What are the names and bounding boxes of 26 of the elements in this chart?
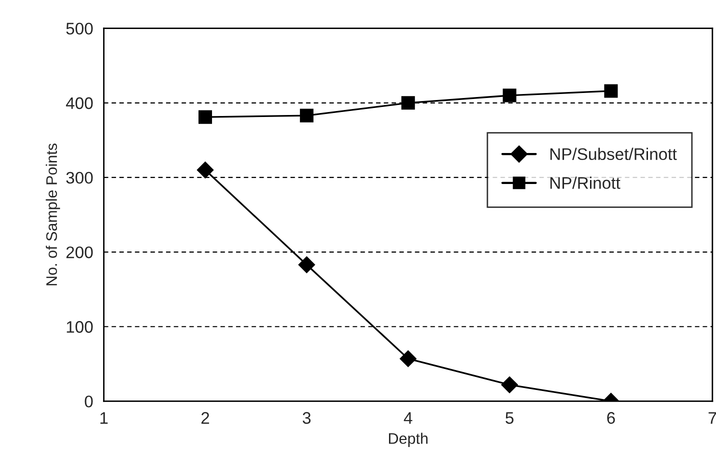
y-tick-label: 100 xyxy=(66,321,93,333)
x-tick-label: 5 xyxy=(506,412,514,424)
point xyxy=(300,108,314,122)
y-tick-label: 0 xyxy=(84,396,93,408)
x-tick-label: 1 xyxy=(100,412,108,424)
y-tick-label: 400 xyxy=(66,97,93,110)
point xyxy=(502,88,516,102)
x-tick-label: 7 xyxy=(708,412,716,424)
point xyxy=(401,96,415,110)
point xyxy=(400,350,416,368)
point xyxy=(604,84,618,98)
y-tick-label: 500 xyxy=(66,22,93,35)
x-tick-label: 6 xyxy=(607,412,615,424)
point xyxy=(501,376,518,394)
y-tick-label: 300 xyxy=(66,172,93,184)
x-axis-title: Depth xyxy=(388,432,428,447)
x-tick-label: 4 xyxy=(404,412,412,424)
x-tick-label: 2 xyxy=(201,412,210,424)
legend-label: NP/Rinott xyxy=(550,176,620,189)
point xyxy=(198,110,212,124)
point xyxy=(196,162,214,178)
y-tick-label: 200 xyxy=(66,246,93,258)
legend-label: NP/Subset/Rinott xyxy=(550,148,677,160)
y-axis-title: No. of Sample Points xyxy=(46,144,60,286)
point xyxy=(298,256,316,274)
x-tick-label: 3 xyxy=(302,412,311,424)
